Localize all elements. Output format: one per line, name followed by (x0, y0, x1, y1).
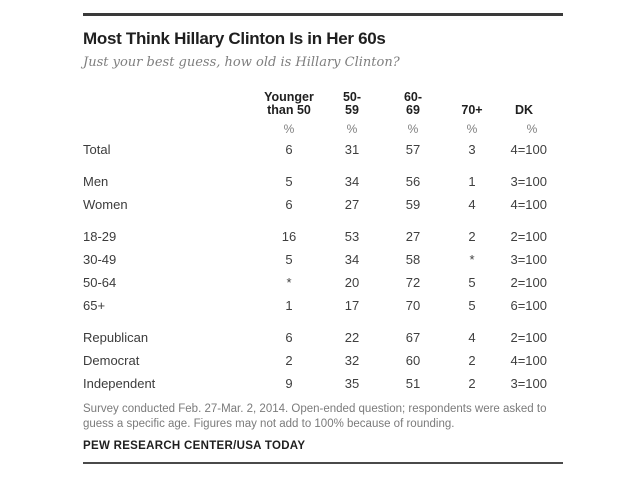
unit-percent: % (526, 121, 538, 136)
cell-value: 3 (468, 142, 476, 158)
table-row-50-64: 50-64 * 20 72 5 2=100 (83, 271, 563, 294)
cell-value: 9 (285, 376, 293, 392)
cell-value: * (286, 275, 292, 291)
cell-value: 6=100 (510, 298, 547, 314)
cell-value: 4=100 (510, 197, 547, 213)
cell-value: 5 (285, 252, 293, 268)
cell-value: 5 (468, 298, 476, 314)
cell-value: 5 (285, 174, 293, 190)
unit-percent: % (466, 121, 478, 136)
cell-value: 53 (344, 229, 360, 245)
figure-content: Most Think Hillary Clinton Is in Her 60s… (83, 0, 563, 464)
table-row-65-plus: 65+ 1 17 70 5 6=100 (83, 294, 563, 317)
cell-value: 57 (405, 142, 421, 158)
cell-value: 2=100 (510, 275, 547, 291)
row-label: Total (83, 142, 111, 158)
cell-value: 6 (285, 330, 293, 346)
percent-unit-row: % % % % % (83, 117, 563, 138)
row-label: 18-29 (83, 229, 117, 245)
cell-value: 22 (344, 330, 360, 346)
cell-value: 3=100 (510, 376, 547, 392)
cell-value: 34 (344, 252, 360, 268)
cell-value: 20 (344, 275, 360, 291)
col-header-dk: DK (514, 102, 534, 117)
row-label: 65+ (83, 298, 106, 314)
row-label: 30-49 (83, 252, 117, 268)
cell-value: 2 (468, 353, 476, 369)
row-label: Men (83, 174, 109, 190)
cell-value: 60 (405, 353, 421, 369)
top-divider (83, 13, 563, 16)
table-row-total: Total 6 31 57 3 4=100 (83, 138, 563, 161)
table-row-independent: Independent 9 35 51 2 3=100 (83, 372, 563, 395)
cell-value: 1 (285, 298, 293, 314)
cell-value: 51 (405, 376, 421, 392)
cell-value: 5 (468, 275, 476, 291)
cell-value: 2=100 (510, 330, 547, 346)
row-label: 50-64 (83, 275, 117, 291)
col-header-70-plus: 70+ (461, 102, 483, 117)
col-header-60-69: 60- 69 (403, 89, 423, 117)
cell-value: 34 (344, 174, 360, 190)
cell-value: 32 (344, 353, 360, 369)
cell-value: 4 (468, 197, 476, 213)
cell-value: 2 (468, 376, 476, 392)
cell-value: 31 (344, 142, 360, 158)
cell-value: 72 (405, 275, 421, 291)
row-label: Independent (83, 376, 156, 392)
table-row-women: Women 6 27 59 4 4=100 (83, 193, 563, 216)
cell-value: 35 (344, 376, 360, 392)
cell-value: 59 (405, 197, 421, 213)
bottom-divider (83, 461, 563, 464)
age-guess-table: Younger than 50 50- 59 60- 69 70+ (83, 89, 563, 395)
cell-value: 16 (281, 229, 297, 245)
cell-value: * (469, 252, 475, 268)
col-header-50-59: 50- 59 (342, 89, 362, 117)
unit-percent: % (283, 121, 295, 136)
cell-value: 6 (285, 142, 293, 158)
row-label: Republican (83, 330, 149, 346)
page-title: Most Think Hillary Clinton Is in Her 60s (83, 29, 386, 48)
cell-value: 17 (344, 298, 360, 314)
table-row-18-29: 18-29 16 53 27 2 2=100 (83, 216, 563, 248)
table-row-30-49: 30-49 5 34 58 * 3=100 (83, 248, 563, 271)
row-label: Women (83, 197, 128, 213)
cell-value: 4=100 (510, 353, 547, 369)
cell-value: 6 (285, 197, 293, 213)
cell-value: 3=100 (510, 174, 547, 190)
table-header-row: Younger than 50 50- 59 60- 69 70+ (83, 89, 563, 117)
survey-question-subtitle: Just your best guess, how old is Hillary… (83, 54, 400, 70)
cell-value: 70 (405, 298, 421, 314)
cell-value: 4=100 (510, 142, 547, 158)
row-label: Democrat (83, 353, 140, 369)
table-row-republican: Republican 6 22 67 4 2=100 (83, 317, 563, 349)
unit-percent: % (407, 121, 419, 136)
survey-methodology-note: Survey conducted Feb. 27-Mar. 2, 2014. O… (83, 402, 547, 430)
row-label-header (83, 91, 257, 117)
cell-value: 4 (468, 330, 476, 346)
cell-value: 3=100 (510, 252, 547, 268)
cell-value: 56 (405, 174, 421, 190)
cell-value: 58 (405, 252, 421, 268)
cell-value: 67 (405, 330, 421, 346)
table-row-democrat: Democrat 2 32 60 2 4=100 (83, 349, 563, 372)
cell-value: 2 (285, 353, 293, 369)
col-header-younger-than-50: Younger than 50 (264, 89, 314, 117)
table-row-men: Men 5 34 56 1 3=100 (83, 161, 563, 193)
source-attribution: PEW RESEARCH CENTER/USA TODAY (83, 439, 306, 452)
cell-value: 2 (468, 229, 476, 245)
cell-value: 27 (405, 229, 421, 245)
unit-percent: % (346, 121, 358, 136)
cell-value: 27 (344, 197, 360, 213)
cell-value: 1 (468, 174, 476, 190)
cell-value: 2=100 (510, 229, 547, 245)
